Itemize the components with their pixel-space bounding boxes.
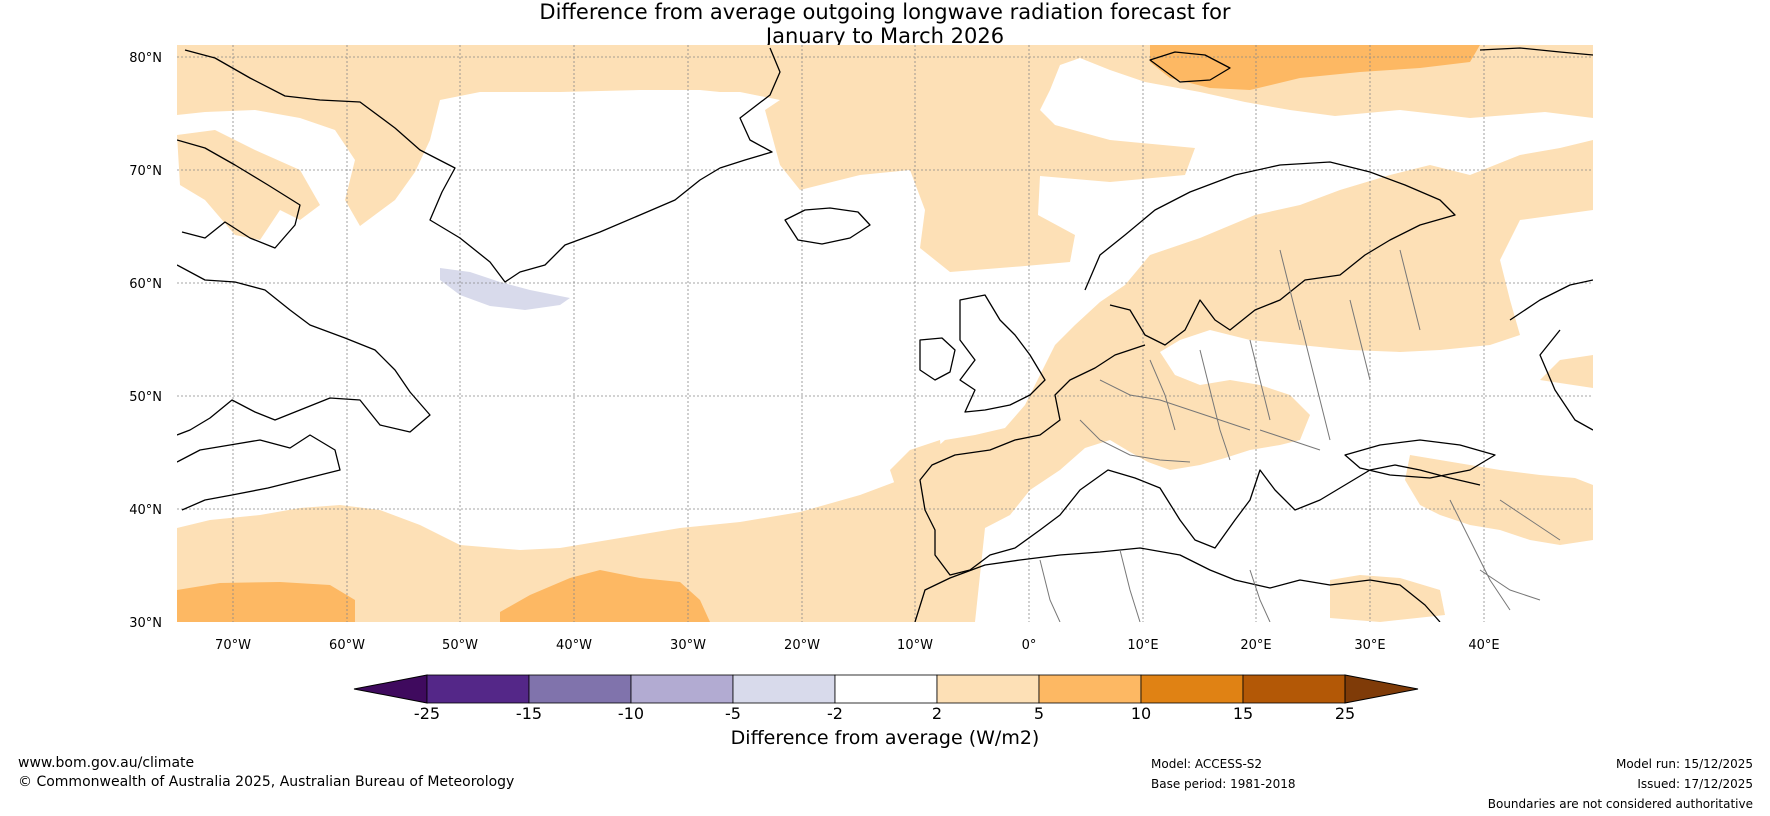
coast-north-america-east [177,434,341,511]
issued-date: Issued: 17/12/2025 [1637,777,1753,791]
lat-label-60n: 60°N [129,277,162,292]
lon-label-10e: 10°E [1127,638,1158,653]
lon-label-30e: 30°E [1354,638,1385,653]
longitude-labels: 70°W 60°W 50°W 40°W 30°W 20°W 10°W 0° 10… [215,638,1500,653]
coast-greenland [184,47,781,283]
anomaly-negative-labrador-sea [440,268,570,310]
website-link[interactable]: www.bom.gov.au/climate [18,755,195,771]
lon-label-40w: 40°W [556,638,592,653]
model-run-date: Model run: 15/12/2025 [1615,757,1753,771]
anomaly-subtropical-band [177,478,985,622]
anomaly-tropical-mid [500,570,710,622]
lat-label-70n: 70°N [129,164,162,179]
borders-africa-middle-east [1039,499,1561,622]
lat-label-40n: 40°N [129,503,162,518]
colorbar-segment-pos5-pos10 [1038,674,1142,704]
coast-iceland [784,207,871,245]
colorbar: -25 -15 -10 -5 -2 2 5 10 15 25 [353,674,1419,723]
lon-label-60w: 60°W [329,638,365,653]
colorbar-segment-pos15-pos25 [1242,674,1346,704]
colorbar-segment-pos2-pos5 [936,674,1040,704]
lon-label-40e: 40°E [1468,638,1499,653]
coast-uk-ireland [919,294,1046,413]
colorbar-low-extend-arrow [353,674,428,704]
base-period: Base period: 1981-2018 [1151,777,1296,791]
anomaly-caucasus [1540,355,1593,388]
borders-europe [1079,249,1421,463]
anomaly-labrador-island [177,130,320,240]
colorbar-tick-neg2: -2 [827,704,843,723]
country-borders [1039,249,1561,622]
coast-caspian-region [1509,279,1593,431]
colorbar-segment-pos10-pos15 [1140,674,1244,704]
lon-label-30w: 30°W [670,638,706,653]
model-name: Model: ACCESS-S2 [1151,757,1263,771]
coast-labrador [177,264,431,436]
anomaly-tropical-west [177,582,355,622]
anomaly-regions-5-10 [177,45,1480,622]
colorbar-tick-pos15: 15 [1233,704,1253,723]
colorbar-segment-neg25-neg15 [426,674,530,704]
anomaly-europe-scandinavia [915,140,1593,540]
colorbar-tick-neg5: -5 [725,704,741,723]
colorbar-tick-neg15: -15 [516,704,542,723]
colorbar-tick-pos25: 25 [1335,704,1355,723]
coast-north-africa [914,547,1441,622]
colorbar-tick-neg25: -25 [414,704,440,723]
colorbar-segment-neg2-pos2 [834,674,938,704]
coast-svalbard [1149,47,1593,83]
coast-europe-west [919,344,1481,576]
coast-black-sea [1344,439,1496,479]
colorbar-segment-neg5-neg2 [732,674,836,704]
colorbar-segment-neg10-neg5 [630,674,734,704]
anomaly-north-atlantic-top [177,45,1593,272]
coastlines [177,47,1593,622]
map-panel [177,45,1593,622]
colorbar-label: Difference from average (W/m2) [730,727,1040,749]
lon-label-50w: 50°W [442,638,478,653]
lat-label-80n: 80°N [129,51,162,66]
lat-label-30n: 30°N [129,616,162,631]
title-line-1: Difference from average outgoing longwav… [539,0,1231,24]
title-line-2: January to March 2026 [765,24,1005,48]
anomaly-middle-east [1405,455,1593,545]
colorbar-segment-neg15-neg10 [528,674,632,704]
colorbar-tick-pos5: 5 [1034,704,1044,723]
colorbar-tick-pos2: 2 [932,704,942,723]
boundaries-disclaimer: Boundaries are not considered authoritat… [1487,797,1753,811]
gridlines [177,45,1593,622]
coast-canadian-arctic [177,139,301,249]
coast-scandinavia [1084,161,1456,346]
colorbar-high-extend-arrow [1344,674,1419,704]
colorbar-tick-pos10: 10 [1131,704,1151,723]
latitude-labels: 80°N 70°N 60°N 50°N 40°N 30°N [129,51,162,631]
lon-label-70w: 70°W [215,638,251,653]
lon-label-20w: 20°W [784,638,820,653]
map-title: Difference from average outgoing longwav… [0,0,1770,48]
lon-label-10w: 10°W [897,638,933,653]
lon-label-0: 0° [1022,638,1037,653]
colorbar-tick-neg10: -10 [618,704,644,723]
lat-label-50n: 50°N [129,390,162,405]
lon-label-20e: 20°E [1240,638,1271,653]
anomaly-barents-sea [1150,45,1480,90]
anomaly-eastern-med [1330,575,1445,622]
anomaly-regions-2-5 [177,45,1593,622]
copyright-notice: © Commonwealth of Australia 2025, Austra… [18,774,515,790]
